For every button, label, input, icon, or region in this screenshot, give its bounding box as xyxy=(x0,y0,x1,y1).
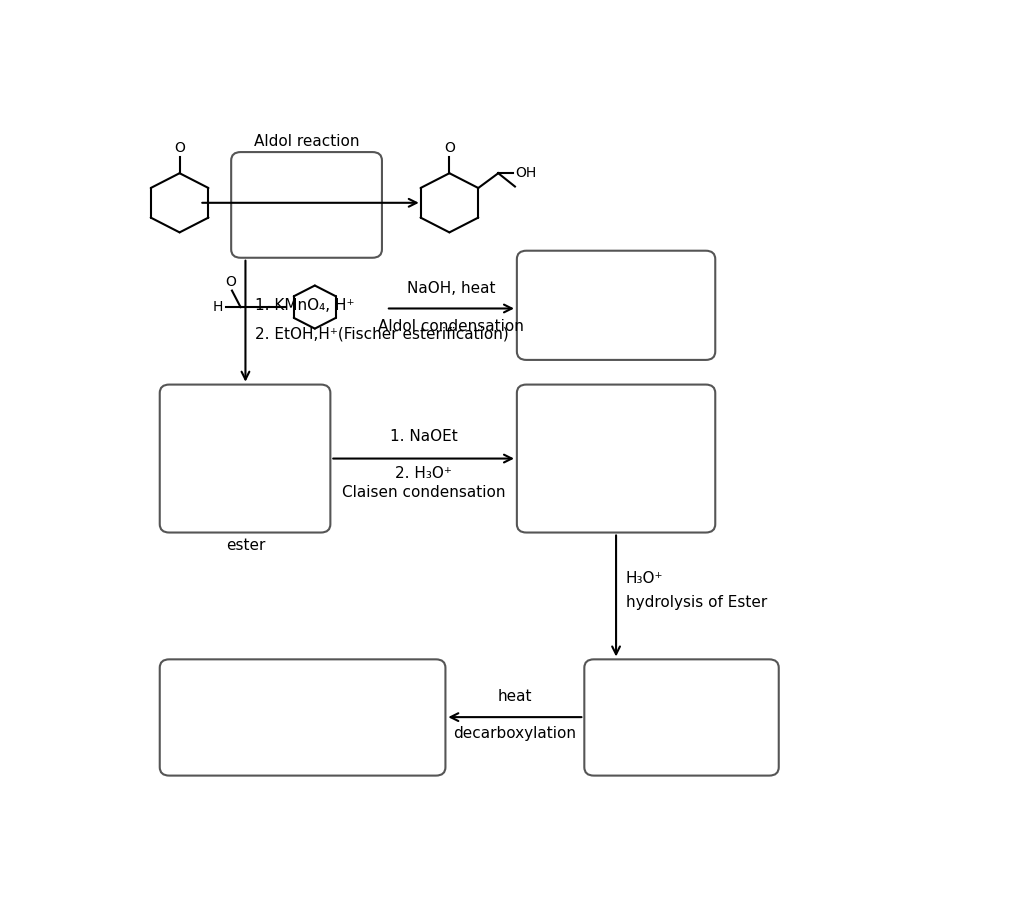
Text: Aldol condensation: Aldol condensation xyxy=(379,319,524,334)
Text: 2. EtOH,H⁺(Fischer esterification): 2. EtOH,H⁺(Fischer esterification) xyxy=(255,327,509,341)
Text: Claisen condensation: Claisen condensation xyxy=(342,485,506,501)
Text: 1. NaOEt: 1. NaOEt xyxy=(390,429,458,445)
Text: decarboxylation: decarboxylation xyxy=(454,726,577,740)
Text: heat: heat xyxy=(498,689,532,705)
FancyBboxPatch shape xyxy=(160,660,445,776)
Text: O: O xyxy=(174,141,185,155)
Text: H₃O⁺: H₃O⁺ xyxy=(626,571,664,586)
Text: O: O xyxy=(444,141,455,155)
FancyBboxPatch shape xyxy=(231,152,382,258)
FancyBboxPatch shape xyxy=(517,384,715,533)
FancyBboxPatch shape xyxy=(517,251,715,360)
Text: 1. KMnO₄, H⁺: 1. KMnO₄, H⁺ xyxy=(255,298,354,313)
Text: NaOH, heat: NaOH, heat xyxy=(408,281,496,296)
Text: H: H xyxy=(213,300,223,314)
FancyBboxPatch shape xyxy=(160,384,331,533)
FancyBboxPatch shape xyxy=(585,660,778,776)
Text: Aldol reaction: Aldol reaction xyxy=(254,134,359,149)
Text: ester: ester xyxy=(225,538,265,554)
Text: hydrolysis of Ester: hydrolysis of Ester xyxy=(626,596,767,610)
Text: 2. H₃O⁺: 2. H₃O⁺ xyxy=(395,466,452,480)
Text: O: O xyxy=(225,274,236,288)
Text: OH: OH xyxy=(515,167,537,180)
